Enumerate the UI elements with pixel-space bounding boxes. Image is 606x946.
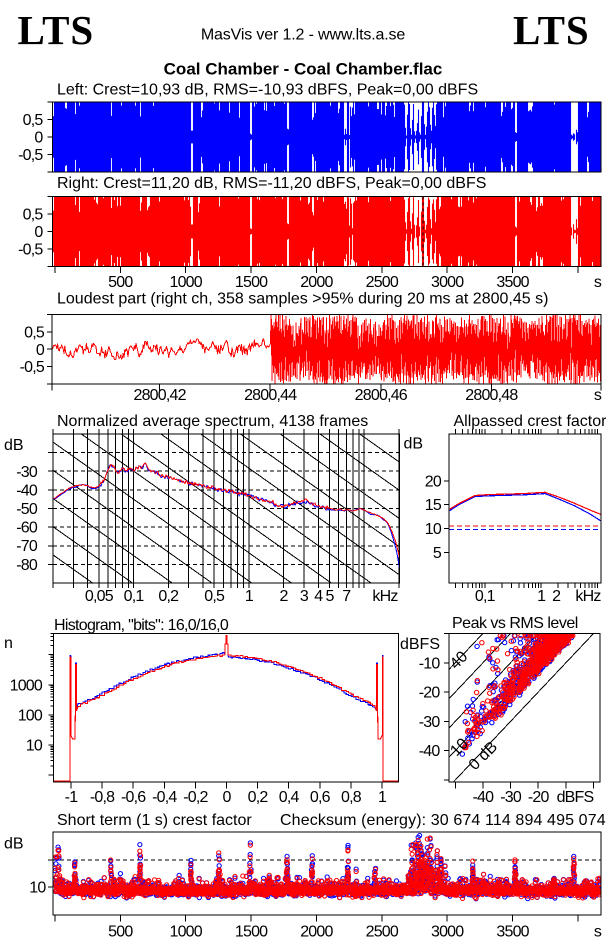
svg-text:1500: 1500 xyxy=(235,274,268,291)
svg-text:2: 2 xyxy=(552,588,561,605)
svg-text:Checksum (energy): 30 674 114: Checksum (energy): 30 674 114 894 495 07… xyxy=(280,812,606,829)
svg-text:500: 500 xyxy=(108,274,133,291)
svg-text:1: 1 xyxy=(378,789,387,806)
svg-text:dB: dB xyxy=(4,836,24,853)
svg-text:-0,6: -0,6 xyxy=(121,789,146,806)
svg-text:4: 4 xyxy=(314,588,323,605)
svg-text:1000: 1000 xyxy=(169,274,202,291)
svg-text:-40: -40 xyxy=(419,743,441,760)
svg-text:0,5: 0,5 xyxy=(23,112,44,129)
svg-text:3500: 3500 xyxy=(496,924,529,941)
svg-text:0: 0 xyxy=(222,789,231,806)
svg-text:-40: -40 xyxy=(16,482,38,499)
svg-text:2800,44: 2800,44 xyxy=(244,387,297,404)
svg-text:0,6: 0,6 xyxy=(310,789,331,806)
svg-text:0,1: 0,1 xyxy=(475,588,496,605)
svg-text:dBFS: dBFS xyxy=(557,789,594,806)
svg-text:2800,48: 2800,48 xyxy=(465,387,518,404)
svg-text:Loudest part (right ch, 358 sa: Loudest part (right ch, 358 samples >95%… xyxy=(57,291,548,308)
svg-text:-30: -30 xyxy=(419,714,441,731)
svg-text:1000: 1000 xyxy=(169,924,202,941)
svg-text:-0,2: -0,2 xyxy=(183,789,208,806)
svg-text:-20: -20 xyxy=(528,789,550,806)
svg-text:15: 15 xyxy=(425,497,442,514)
svg-text:LTS: LTS xyxy=(18,7,95,53)
svg-text:-10: -10 xyxy=(419,655,441,672)
svg-text:1000: 1000 xyxy=(10,677,43,694)
svg-text:0: 0 xyxy=(34,224,43,241)
svg-text:Right: Crest=11,20 dB, RMS=-11: Right: Crest=11,20 dB, RMS=-11,20 dBFS, … xyxy=(57,175,486,192)
svg-text:0,2: 0,2 xyxy=(248,789,269,806)
svg-text:Left: Crest=10,93 dB, RMS=-10,: Left: Crest=10,93 dB, RMS=-10,93 dBFS, P… xyxy=(57,82,478,99)
svg-text:2000: 2000 xyxy=(300,274,333,291)
svg-text:0,5: 0,5 xyxy=(24,324,45,341)
svg-text:-80: -80 xyxy=(16,557,38,574)
svg-text:5: 5 xyxy=(325,588,334,605)
svg-text:7: 7 xyxy=(342,588,351,605)
svg-text:0,8: 0,8 xyxy=(341,789,362,806)
svg-text:10: 10 xyxy=(26,738,43,755)
svg-text:dB: dB xyxy=(4,437,24,454)
svg-text:Histogram, "bits": 16,0/16,0: Histogram, "bits": 16,0/16,0 xyxy=(54,617,229,634)
svg-text:0,5: 0,5 xyxy=(23,207,44,224)
svg-text:Peak vs RMS level: Peak vs RMS level xyxy=(452,615,578,632)
svg-text:-30: -30 xyxy=(500,789,522,806)
svg-text:1500: 1500 xyxy=(235,924,268,941)
svg-text:100: 100 xyxy=(18,707,43,724)
svg-text:3000: 3000 xyxy=(431,274,464,291)
svg-text:s: s xyxy=(594,387,602,404)
svg-text:-0,5: -0,5 xyxy=(20,359,45,376)
svg-text:-20: -20 xyxy=(419,685,441,702)
svg-text:-50: -50 xyxy=(16,501,38,518)
svg-text:500: 500 xyxy=(108,924,133,941)
svg-text:3000: 3000 xyxy=(431,924,464,941)
svg-text:dBFS: dBFS xyxy=(400,636,440,653)
svg-text:1: 1 xyxy=(537,588,546,605)
svg-text:2800,42: 2800,42 xyxy=(133,387,186,404)
svg-text:3: 3 xyxy=(300,588,309,605)
svg-text:s: s xyxy=(594,274,602,291)
svg-text:Allpassed crest factor: Allpassed crest factor xyxy=(454,413,606,430)
svg-text:2: 2 xyxy=(280,588,289,605)
svg-text:0,1: 0,1 xyxy=(124,588,145,605)
svg-text:dB: dB xyxy=(404,436,424,453)
svg-text:2500: 2500 xyxy=(366,924,399,941)
svg-text:-0,8: -0,8 xyxy=(90,789,115,806)
svg-text:10: 10 xyxy=(447,735,472,760)
svg-text:kHz: kHz xyxy=(575,588,601,605)
svg-text:-70: -70 xyxy=(16,538,38,555)
svg-text:5: 5 xyxy=(433,545,442,562)
svg-text:n: n xyxy=(4,635,13,652)
svg-text:-0,5: -0,5 xyxy=(18,147,43,164)
svg-text:0: 0 xyxy=(36,342,45,359)
svg-text:40: 40 xyxy=(447,648,472,673)
svg-text:-0,4: -0,4 xyxy=(152,789,177,806)
svg-text:0: 0 xyxy=(34,130,43,147)
svg-text:Short term (1 s) crest factor: Short term (1 s) crest factor xyxy=(57,812,252,829)
svg-text:0,4: 0,4 xyxy=(279,789,300,806)
svg-text:3500: 3500 xyxy=(496,274,529,291)
svg-text:-0,5: -0,5 xyxy=(18,242,43,259)
svg-text:s: s xyxy=(594,924,602,941)
svg-text:-60: -60 xyxy=(16,520,38,537)
svg-text:LTS: LTS xyxy=(513,7,590,53)
svg-text:2500: 2500 xyxy=(366,274,399,291)
svg-text:0,2: 0,2 xyxy=(158,588,179,605)
svg-text:-1: -1 xyxy=(65,789,79,806)
svg-text:2000: 2000 xyxy=(300,924,333,941)
svg-text:Normalized average spectrum, 4: Normalized average spectrum, 4138 frames xyxy=(57,413,368,430)
svg-text:-40: -40 xyxy=(473,789,495,806)
svg-text:2800,46: 2800,46 xyxy=(355,387,408,404)
svg-text:MasVis ver 1.2 - www.lts.a.se: MasVis ver 1.2 - www.lts.a.se xyxy=(201,27,406,44)
svg-text:1: 1 xyxy=(245,588,254,605)
svg-text:0,5: 0,5 xyxy=(204,588,225,605)
svg-text:10: 10 xyxy=(29,880,46,897)
svg-text:20: 20 xyxy=(425,473,442,490)
svg-text:-30: -30 xyxy=(16,464,38,481)
svg-text:Coal Chamber - Coal Chamber.fl: Coal Chamber - Coal Chamber.flac xyxy=(164,60,443,79)
svg-text:kHz: kHz xyxy=(372,588,398,605)
svg-text:0,05: 0,05 xyxy=(85,588,114,605)
svg-text:10: 10 xyxy=(425,521,442,538)
